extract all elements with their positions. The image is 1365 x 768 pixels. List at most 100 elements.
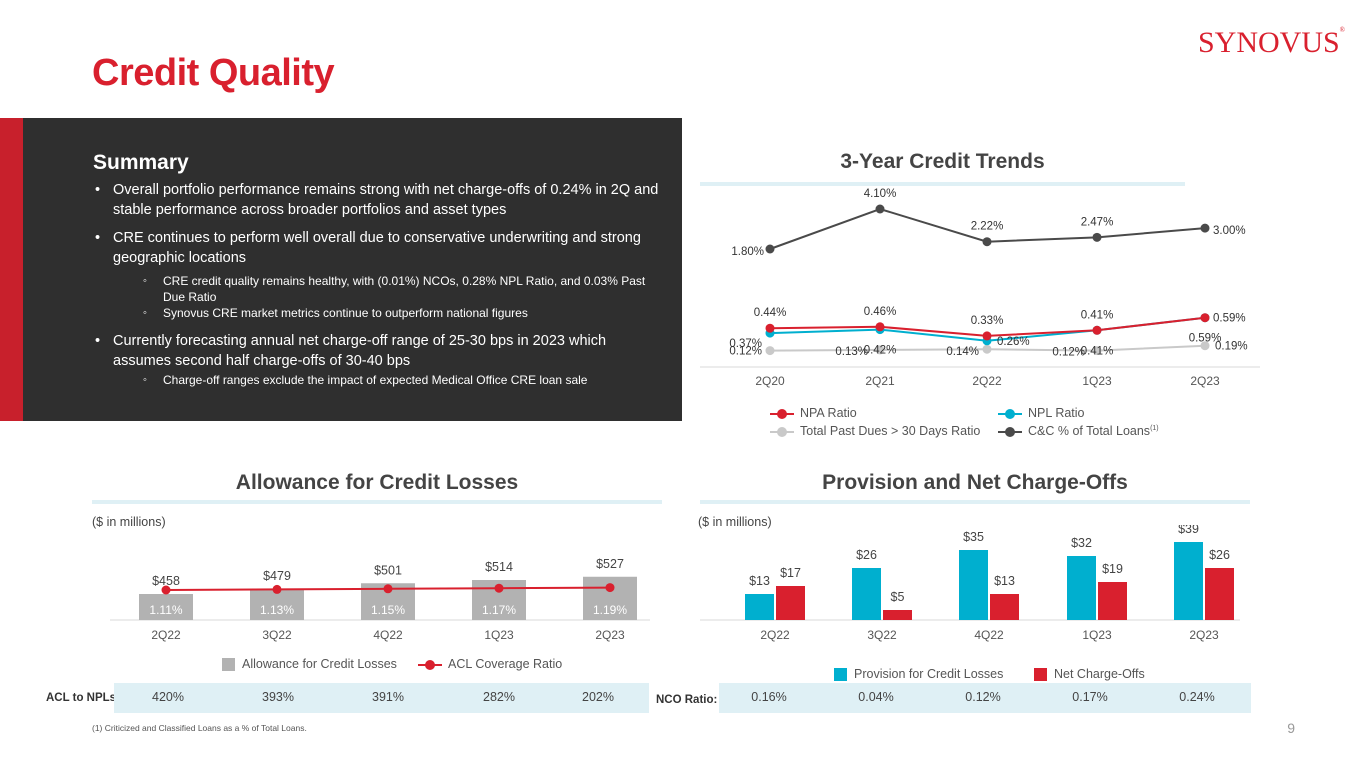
summary-bullet: CRE continues to perform well overall du… <box>93 228 663 268</box>
legend-label: Allowance for Credit Losses <box>242 657 397 671</box>
net-charge-off-data-label: $13 <box>994 574 1015 588</box>
legend-swatch <box>418 659 442 670</box>
x-tick-label: 3Q22 <box>867 628 897 642</box>
npl-ratio-data-label: 0.41% <box>1081 345 1114 357</box>
acl-coverage-data-label: 1.15% <box>371 603 405 617</box>
cc-loans-data-label: 1.80% <box>731 246 764 258</box>
x-tick-label: 2Q20 <box>755 374 785 388</box>
x-tick-label: 1Q23 <box>1082 628 1112 642</box>
x-tick-label: 1Q23 <box>1082 374 1112 388</box>
legend-item-npl-ratio: NPL Ratio <box>998 406 1085 420</box>
x-tick-label: 2Q22 <box>760 628 790 642</box>
cc-loans-data-label: 2.47% <box>1081 216 1114 228</box>
net-charge-off-bar <box>1205 568 1234 620</box>
past-dues-point <box>1092 346 1102 356</box>
trends-chart-title: 3-Year Credit Trends <box>840 150 1045 173</box>
x-tick-label: 2Q22 <box>151 628 181 642</box>
nco-ratio-label: NCO Ratio: <box>656 694 718 706</box>
provision-title-rule <box>700 500 1250 504</box>
allowance-bar <box>139 594 193 620</box>
x-tick-label: 2Q21 <box>865 374 895 388</box>
provision-bar <box>1067 556 1096 620</box>
npa-ratio-point <box>982 331 992 341</box>
provision-data-label: $13 <box>749 574 770 588</box>
legend-label: C&C % of Total Loans <box>1028 424 1151 438</box>
cc-loans-data-label: 3.00% <box>1213 225 1246 237</box>
ratio-value: 0.24% <box>1179 690 1215 704</box>
legend-swatch <box>770 426 794 437</box>
legend-item-npa-ratio: NPA Ratio <box>770 406 857 420</box>
registered-mark: ® <box>1339 26 1345 34</box>
npa-ratio-point <box>1092 325 1102 335</box>
ratio-value: 420% <box>152 690 184 704</box>
legend-item-past-dues: Total Past Dues > 30 Days Ratio <box>770 424 980 438</box>
allowance-data-label: $479 <box>263 569 291 583</box>
summary-bullet: Overall portfolio performance remains st… <box>93 180 663 220</box>
acl-coverage-point <box>161 585 171 595</box>
page-number: 9 <box>1287 720 1295 736</box>
ratio-value: 282% <box>483 690 515 704</box>
footnote: (1) Criticized and Classified Loans as a… <box>92 723 307 733</box>
cc-loans-point <box>765 244 775 254</box>
legend-swatch <box>222 658 235 672</box>
legend-swatch <box>770 408 794 419</box>
acl-ratio-row: 420% 393% 391% 282% 202% <box>114 683 649 713</box>
past-dues-point <box>875 345 885 355</box>
allowance-data-label: $501 <box>374 563 402 577</box>
legend-item-cc-loans: C&C % of Total Loans(1) <box>998 424 1159 438</box>
past-dues-point <box>1200 341 1210 351</box>
summary-sub-bullet: CRE credit quality remains healthy, with… <box>93 273 663 305</box>
provision-data-label: $26 <box>856 548 877 562</box>
allowance-data-label: $514 <box>485 560 513 574</box>
trends-chart: 2Q20 2Q21 2Q22 1Q23 2Q23 1.80% 4.10% 2.22% 2.47%… <box>700 188 1260 388</box>
summary-sub-bullet: Charge-off ranges exclude the impact of … <box>93 372 663 388</box>
net-charge-off-bar <box>1098 582 1127 620</box>
legend-item-acl-coverage: ACL Coverage Ratio <box>418 657 562 671</box>
legend-footnote-marker: (1) <box>1150 424 1159 432</box>
ratio-value: 0.16% <box>751 690 787 704</box>
legend-label: NPA Ratio <box>800 406 857 420</box>
npl-ratio-data-label: 0.37% <box>729 338 762 350</box>
cc-loans-point <box>1092 232 1102 242</box>
acl-coverage-point <box>605 583 615 593</box>
acl-coverage-data-label: 1.19% <box>593 603 627 617</box>
synovus-logo: SYNOVUS® <box>1198 26 1345 60</box>
provision-chart: $13 $17 2Q22 $26 $5 3Q22 $35 $13 4Q22 $32 $19 1Q23 $… <box>700 525 1240 642</box>
ratio-value: 393% <box>262 690 294 704</box>
summary-panel: Summary Overall portfolio performance re… <box>23 118 682 421</box>
summary-list: Overall portfolio performance remains st… <box>93 180 663 391</box>
x-tick-label: 2Q23 <box>1190 374 1220 388</box>
past-dues-data-label: 0.12% <box>1052 347 1085 359</box>
ratio-value: 0.17% <box>1072 690 1108 704</box>
npl-ratio-data-label: 0.26% <box>997 336 1030 348</box>
cc-loans-point <box>982 237 992 247</box>
npl-ratio-data-label: 0.59% <box>1189 333 1222 345</box>
legend-item-allowance: Allowance for Credit Losses <box>222 657 397 672</box>
legend-item-net-charge-offs: Net Charge-Offs <box>1034 667 1145 682</box>
legend-swatch <box>998 426 1022 437</box>
legend-label: Net Charge-Offs <box>1054 667 1145 681</box>
npa-ratio-data-label: 0.44% <box>754 307 787 319</box>
past-dues-data-label: 0.12% <box>729 346 762 358</box>
cc-loans-point <box>875 204 885 214</box>
npa-ratio-data-label: 0.59% <box>1213 313 1246 325</box>
x-tick-label: 2Q23 <box>1189 628 1219 642</box>
provision-bar <box>852 568 881 620</box>
legend-swatch <box>998 408 1022 419</box>
x-tick-label: 2Q23 <box>595 628 625 642</box>
legend-label: NPL Ratio <box>1028 406 1085 420</box>
acl-chart-title: Allowance for Credit Losses <box>235 471 519 494</box>
past-dues-data-label: 0.14% <box>946 346 979 358</box>
npa-ratio-point <box>765 323 775 333</box>
x-tick-label: 4Q22 <box>373 628 403 642</box>
provision-chart-title: Provision and Net Charge-Offs <box>822 471 1128 494</box>
allowance-bar <box>250 588 304 620</box>
acl-title-rule <box>92 500 662 504</box>
nco-ratio-row: 0.16% 0.04% 0.12% 0.17% 0.24% <box>719 683 1251 713</box>
summary-bullet: Currently forecasting annual net charge-… <box>93 331 663 371</box>
legend-label: ACL Coverage Ratio <box>448 657 563 671</box>
legend-swatch <box>1034 668 1047 682</box>
ratio-value: 202% <box>582 690 614 704</box>
provision-data-label: $35 <box>963 530 984 544</box>
cc-loans-data-label: 4.10% <box>864 188 897 200</box>
